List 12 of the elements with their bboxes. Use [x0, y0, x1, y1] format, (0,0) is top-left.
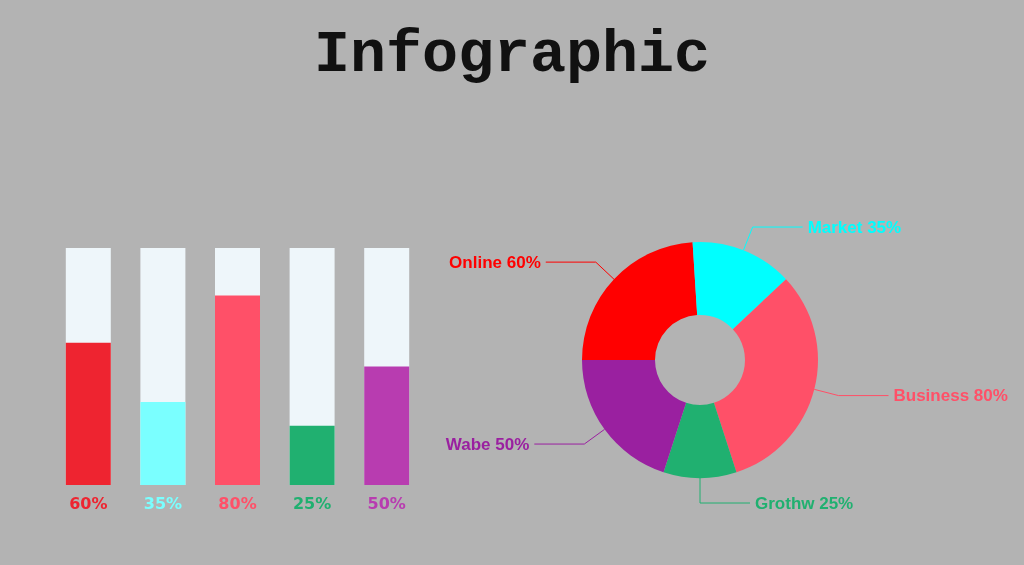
data-label: 35% — [143, 493, 183, 513]
bar — [289, 425, 335, 485]
slice-label: Wabe 50% — [445, 434, 530, 454]
data-label: 25% — [292, 493, 332, 513]
data-label: 50% — [367, 493, 406, 513]
slice-label: Business 80% — [893, 386, 1008, 406]
data-label: 60% — [69, 493, 108, 513]
chart-title: Infographic — [312, 20, 712, 91]
slice-label: Grothw 25% — [755, 493, 854, 513]
slice-label: Online 60% — [449, 252, 541, 272]
slice-label: Market 35% — [807, 217, 902, 237]
data-label: 80% — [218, 493, 257, 513]
